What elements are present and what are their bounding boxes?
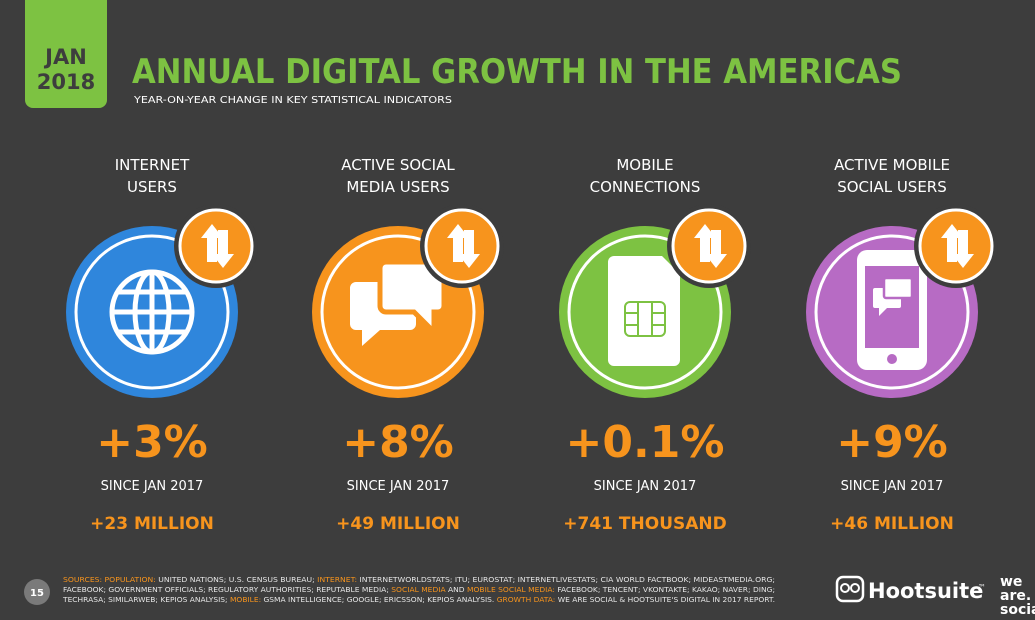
indicator-label: ACTIVE SOCIAL (341, 156, 455, 174)
sources-line: SOURCES: POPULATION: UNITED NATIONS; U.S… (63, 575, 775, 584)
date-badge (25, 0, 107, 108)
date-line: JAN (43, 45, 87, 69)
sources-line: TECHRASA; SIMILARWEB; KEPIOS ANALYSIS; M… (62, 595, 775, 604)
date-badge-top (25, 0, 107, 20)
indicator-label: MOBILE (616, 156, 673, 174)
sources-segment: TECHRASA; SIMILARWEB; KEPIOS ANALYSIS; (62, 595, 230, 604)
indicator-label: INTERNET (115, 156, 190, 174)
sources-segment: MOBILE: (230, 595, 261, 604)
since-label: SINCE JAN 2017 (101, 479, 204, 494)
growth-value: +0.1% (566, 417, 725, 468)
down-arrow (458, 230, 480, 268)
sources-segment: INTERNET: (317, 575, 357, 584)
indicator-label: SOCIAL USERS (837, 178, 947, 196)
sources-segment: GROWTH DATA: (497, 595, 556, 604)
sources-segment: GSMA INTELLIGENCE; GOOGLE; ERICSSON; KEP… (261, 595, 497, 604)
logo-line: we (1000, 574, 1022, 590)
sources-segment: WE ARE SOCIAL & HOOTSUITE'S DIGITAL IN 2… (555, 595, 775, 604)
logo-line: social (1000, 602, 1035, 618)
sources-segment: FACEBOOK; GOVERNMENT OFFICIALS; REGULATO… (63, 585, 391, 594)
logo-line: are. (1000, 588, 1031, 604)
since-label: SINCE JAN 2017 (594, 479, 697, 494)
subtitle: YEAR-ON-YEAR CHANGE IN KEY STATISTICAL I… (133, 95, 452, 106)
up-arrow (447, 224, 469, 262)
logo-tm: ™ (978, 583, 986, 592)
indicator-ring (320, 234, 476, 390)
absolute-change: +23 MILLION (90, 514, 214, 534)
growth-value: +3% (96, 417, 208, 468)
sources-line: FACEBOOK; GOVERNMENT OFFICIALS; REGULATO… (63, 585, 775, 594)
title: ANNUAL DIGITAL GROWTH IN THE AMERICAS (132, 52, 902, 92)
indicator-label: USERS (127, 178, 177, 196)
growth-value: +9% (836, 417, 948, 468)
indicator-ring (814, 234, 970, 390)
logo-text: Hootsuite (868, 579, 983, 603)
down-arrow (212, 230, 234, 268)
sources-segment: INTERNETWORLDSTATS; ITU; EUROSTAT; INTER… (357, 575, 775, 584)
up-arrow (941, 224, 963, 262)
sources-segment: UNITED NATIONS; U.S. CENSUS BUREAU; (156, 575, 317, 584)
up-arrow (694, 224, 716, 262)
phone-icon (857, 250, 927, 370)
indicator-label: ACTIVE MOBILE (834, 156, 950, 174)
up-arrow (201, 224, 223, 262)
indicator-label: MEDIA USERS (346, 178, 449, 196)
date-line: 2018 (37, 70, 95, 94)
sources-segment: SOCIAL MEDIA (391, 585, 445, 594)
sources-segment: SOURCES: (63, 575, 102, 584)
we-are-social-logo: we are. social (1000, 574, 1035, 618)
page-number: 15 (30, 588, 44, 599)
sources-segment: FACEBOOK; TENCENT; VKONTAKTE; KAKAO; NAV… (555, 585, 775, 594)
page-number-badge (24, 579, 50, 605)
absolute-change: +741 THOUSAND (563, 514, 726, 534)
down-arrow (705, 230, 727, 268)
growth-value: +8% (342, 417, 454, 468)
sources-segment: MOBILE SOCIAL MEDIA: (467, 585, 555, 594)
down-arrow (952, 230, 974, 268)
sim-icon (608, 256, 680, 366)
since-label: SINCE JAN 2017 (347, 479, 450, 494)
sources-segment: AND (446, 585, 467, 594)
sources-segment: POPULATION: (105, 575, 156, 584)
globe-icon (109, 269, 195, 355)
since-label: SINCE JAN 2017 (841, 479, 944, 494)
indicator-ring (567, 234, 723, 390)
hootsuite-logo: Hootsuite ™ (835, 575, 986, 603)
absolute-change: +49 MILLION (336, 514, 460, 534)
indicator-label: CONNECTIONS (590, 178, 701, 196)
absolute-change: +46 MILLION (830, 514, 954, 534)
indicator-ring (74, 234, 230, 390)
